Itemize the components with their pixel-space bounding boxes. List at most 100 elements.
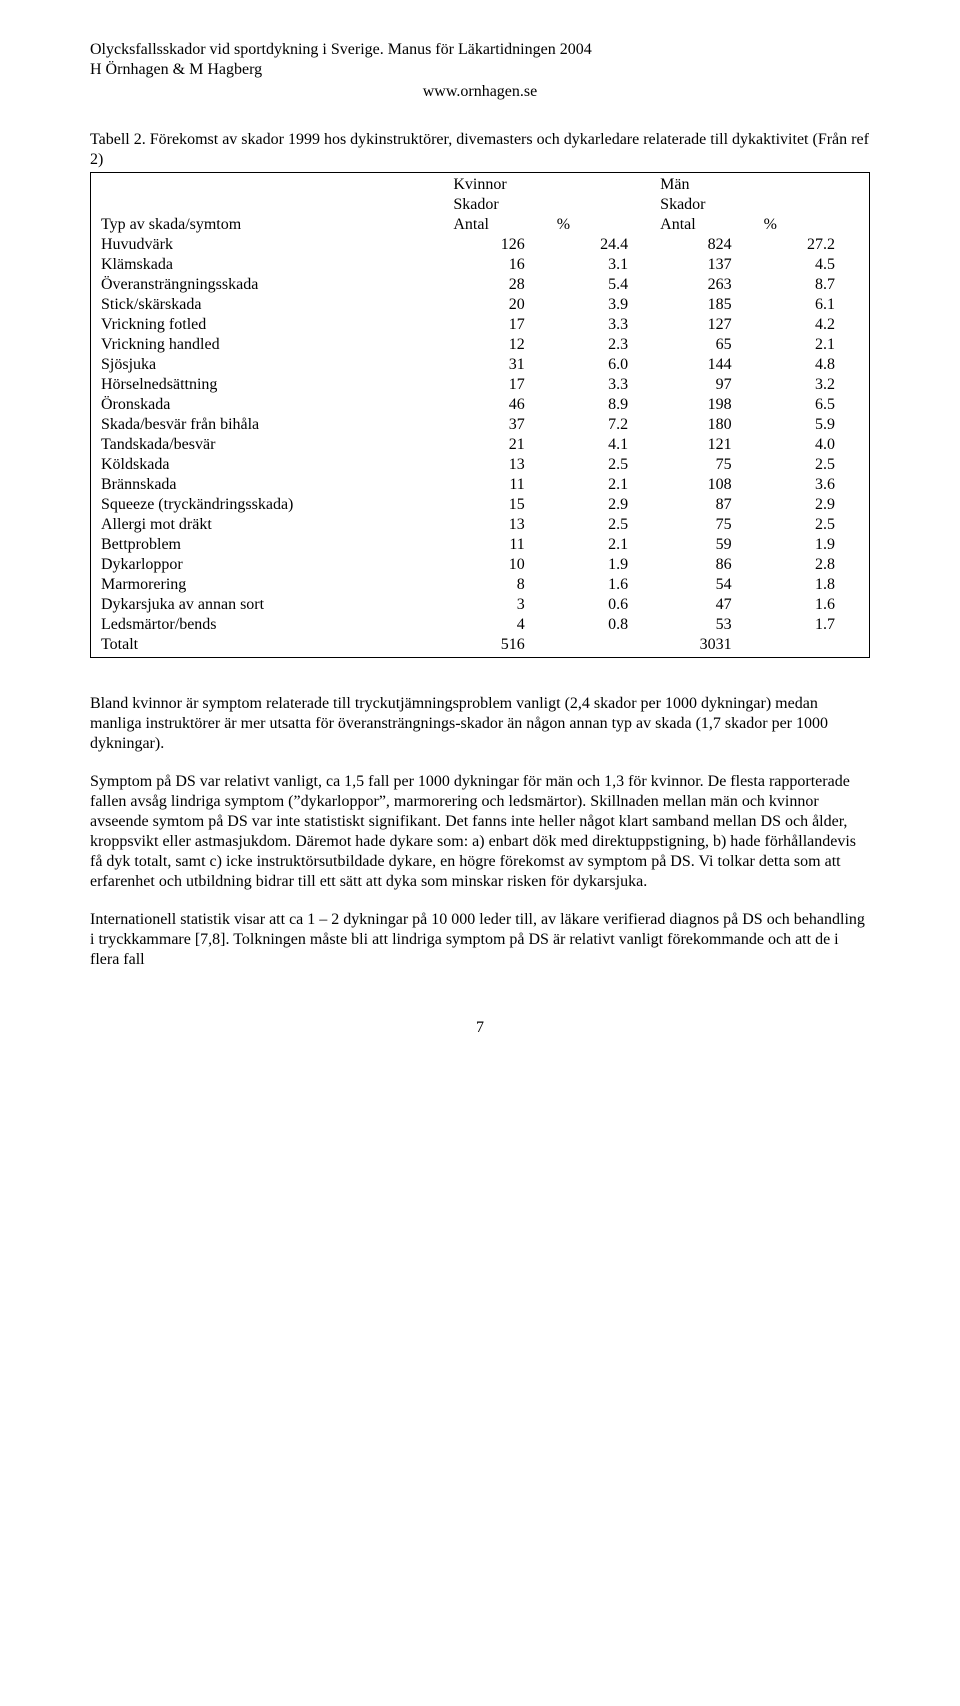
cell-type: Allergi mot dräkt: [97, 515, 449, 535]
th-empty3: [760, 175, 863, 195]
table-row: Dykarsjuka av annan sort30.6471.6: [97, 595, 863, 615]
cell-p1: 6.0: [553, 355, 656, 375]
cell-a1: 17: [449, 315, 552, 335]
cell-a2: 75: [656, 455, 759, 475]
data-table-container: KvinnorMänSkadorSkadorTyp av skada/symto…: [90, 172, 870, 658]
cell-a1: 15: [449, 495, 552, 515]
th-empty4: [97, 195, 449, 215]
cell-a1: 8: [449, 575, 552, 595]
cell-a1: 20: [449, 295, 552, 315]
th-empty5: [553, 195, 656, 215]
th-antal1: Antal: [449, 215, 552, 235]
cell-a2: 86: [656, 555, 759, 575]
cell-p2: 4.2: [760, 315, 863, 335]
cell-type: Vrickning handled: [97, 335, 449, 355]
table-row: Vrickning fotled173.31274.2: [97, 315, 863, 335]
th-empty: [97, 175, 449, 195]
cell-a2: 180: [656, 415, 759, 435]
cell-type: Bettproblem: [97, 535, 449, 555]
cell-p1: 5.4: [553, 275, 656, 295]
cell-p2: 1.6: [760, 595, 863, 615]
table-row: Dykarloppor101.9862.8: [97, 555, 863, 575]
cell-type: Öronskada: [97, 395, 449, 415]
cell-a1: 3: [449, 595, 552, 615]
cell-a1: 10: [449, 555, 552, 575]
cell-p1: 2.5: [553, 515, 656, 535]
cell-p1: 2.5: [553, 455, 656, 475]
th-skador1: Skador: [449, 195, 552, 215]
cell-a2: 59: [656, 535, 759, 555]
cell-a1: 21: [449, 435, 552, 455]
table-row: Stick/skärskada203.91856.1: [97, 295, 863, 315]
cell-p1: 3.9: [553, 295, 656, 315]
cell-type: Köldskada: [97, 455, 449, 475]
table-row: Vrickning handled122.3652.1: [97, 335, 863, 355]
cell-a1: 37: [449, 415, 552, 435]
cell-a1: 31: [449, 355, 552, 375]
cell-total-label: Totalt: [97, 635, 449, 655]
cell-p1: 24.4: [553, 235, 656, 255]
table-totals-row: Totalt516 3031: [97, 635, 863, 655]
cell-a1: 4: [449, 615, 552, 635]
cell-type: Dykarloppor: [97, 555, 449, 575]
paragraph-2: Symptom på DS var relativt vanligt, ca 1…: [90, 772, 870, 892]
cell-type: Tandskada/besvär: [97, 435, 449, 455]
cell-p2: 4.8: [760, 355, 863, 375]
cell-p2: 27.2: [760, 235, 863, 255]
cell-p1: 0.8: [553, 615, 656, 635]
table-row: Marmorering81.6541.8: [97, 575, 863, 595]
cell-a1: 13: [449, 455, 552, 475]
cell-p2: 1.8: [760, 575, 863, 595]
cell-type: Klämskada: [97, 255, 449, 275]
th-empty6: [760, 195, 863, 215]
th-kvinnor: Kvinnor: [449, 175, 552, 195]
cell-p2: 6.1: [760, 295, 863, 315]
cell-a2: 87: [656, 495, 759, 515]
table-row: Hörselnedsättning173.3973.2: [97, 375, 863, 395]
th-pct2: %: [760, 215, 863, 235]
cell-p1: 8.9: [553, 395, 656, 415]
cell-a2: 97: [656, 375, 759, 395]
table-row: Överansträngningsskada285.42638.7: [97, 275, 863, 295]
table-row: Allergi mot dräkt132.5752.5: [97, 515, 863, 535]
cell-p2: 4.0: [760, 435, 863, 455]
th-empty2: [553, 175, 656, 195]
cell-p1: 2.3: [553, 335, 656, 355]
cell-a1: 46: [449, 395, 552, 415]
cell-p1: 1.6: [553, 575, 656, 595]
cell-type: Marmorering: [97, 575, 449, 595]
cell-a2: 54: [656, 575, 759, 595]
cell-p2: 5.9: [760, 415, 863, 435]
cell-p2: 3.2: [760, 375, 863, 395]
cell-type: Skada/besvär från bihåla: [97, 415, 449, 435]
cell-type: Ledsmärtor/bends: [97, 615, 449, 635]
th-antal2: Antal: [656, 215, 759, 235]
data-table: KvinnorMänSkadorSkadorTyp av skada/symto…: [97, 175, 863, 655]
th-skador2: Skador: [656, 195, 759, 215]
page-header: Olycksfallsskador vid sportdykning i Sve…: [90, 40, 870, 102]
cell-p2: 2.8: [760, 555, 863, 575]
cell-a2: 185: [656, 295, 759, 315]
paragraph-3: Internationell statistik visar att ca 1 …: [90, 910, 870, 970]
table-row: Sjösjuka316.01444.8: [97, 355, 863, 375]
cell-type: Hörselnedsättning: [97, 375, 449, 395]
table-row: Skada/besvär från bihåla377.21805.9: [97, 415, 863, 435]
cell-total-a2: 3031: [656, 635, 759, 655]
cell-p2: 2.5: [760, 515, 863, 535]
cell-a2: 47: [656, 595, 759, 615]
cell-p1: 3.1: [553, 255, 656, 275]
cell-total-a1: 516: [449, 635, 552, 655]
cell-a1: 12: [449, 335, 552, 355]
cell-p2: 1.9: [760, 535, 863, 555]
paragraph-1: Bland kvinnor är symptom relaterade till…: [90, 694, 870, 754]
table-row: Squeeze (tryckändringsskada)152.9872.9: [97, 495, 863, 515]
cell-a1: 17: [449, 375, 552, 395]
doc-title: Olycksfallsskador vid sportdykning i Sve…: [90, 40, 870, 60]
cell-a1: 16: [449, 255, 552, 275]
cell-a2: 65: [656, 335, 759, 355]
cell-a1: 11: [449, 475, 552, 495]
cell-p2: 2.1: [760, 335, 863, 355]
cell-a2: 127: [656, 315, 759, 335]
cell-type: Stick/skärskada: [97, 295, 449, 315]
th-man: Män: [656, 175, 759, 195]
